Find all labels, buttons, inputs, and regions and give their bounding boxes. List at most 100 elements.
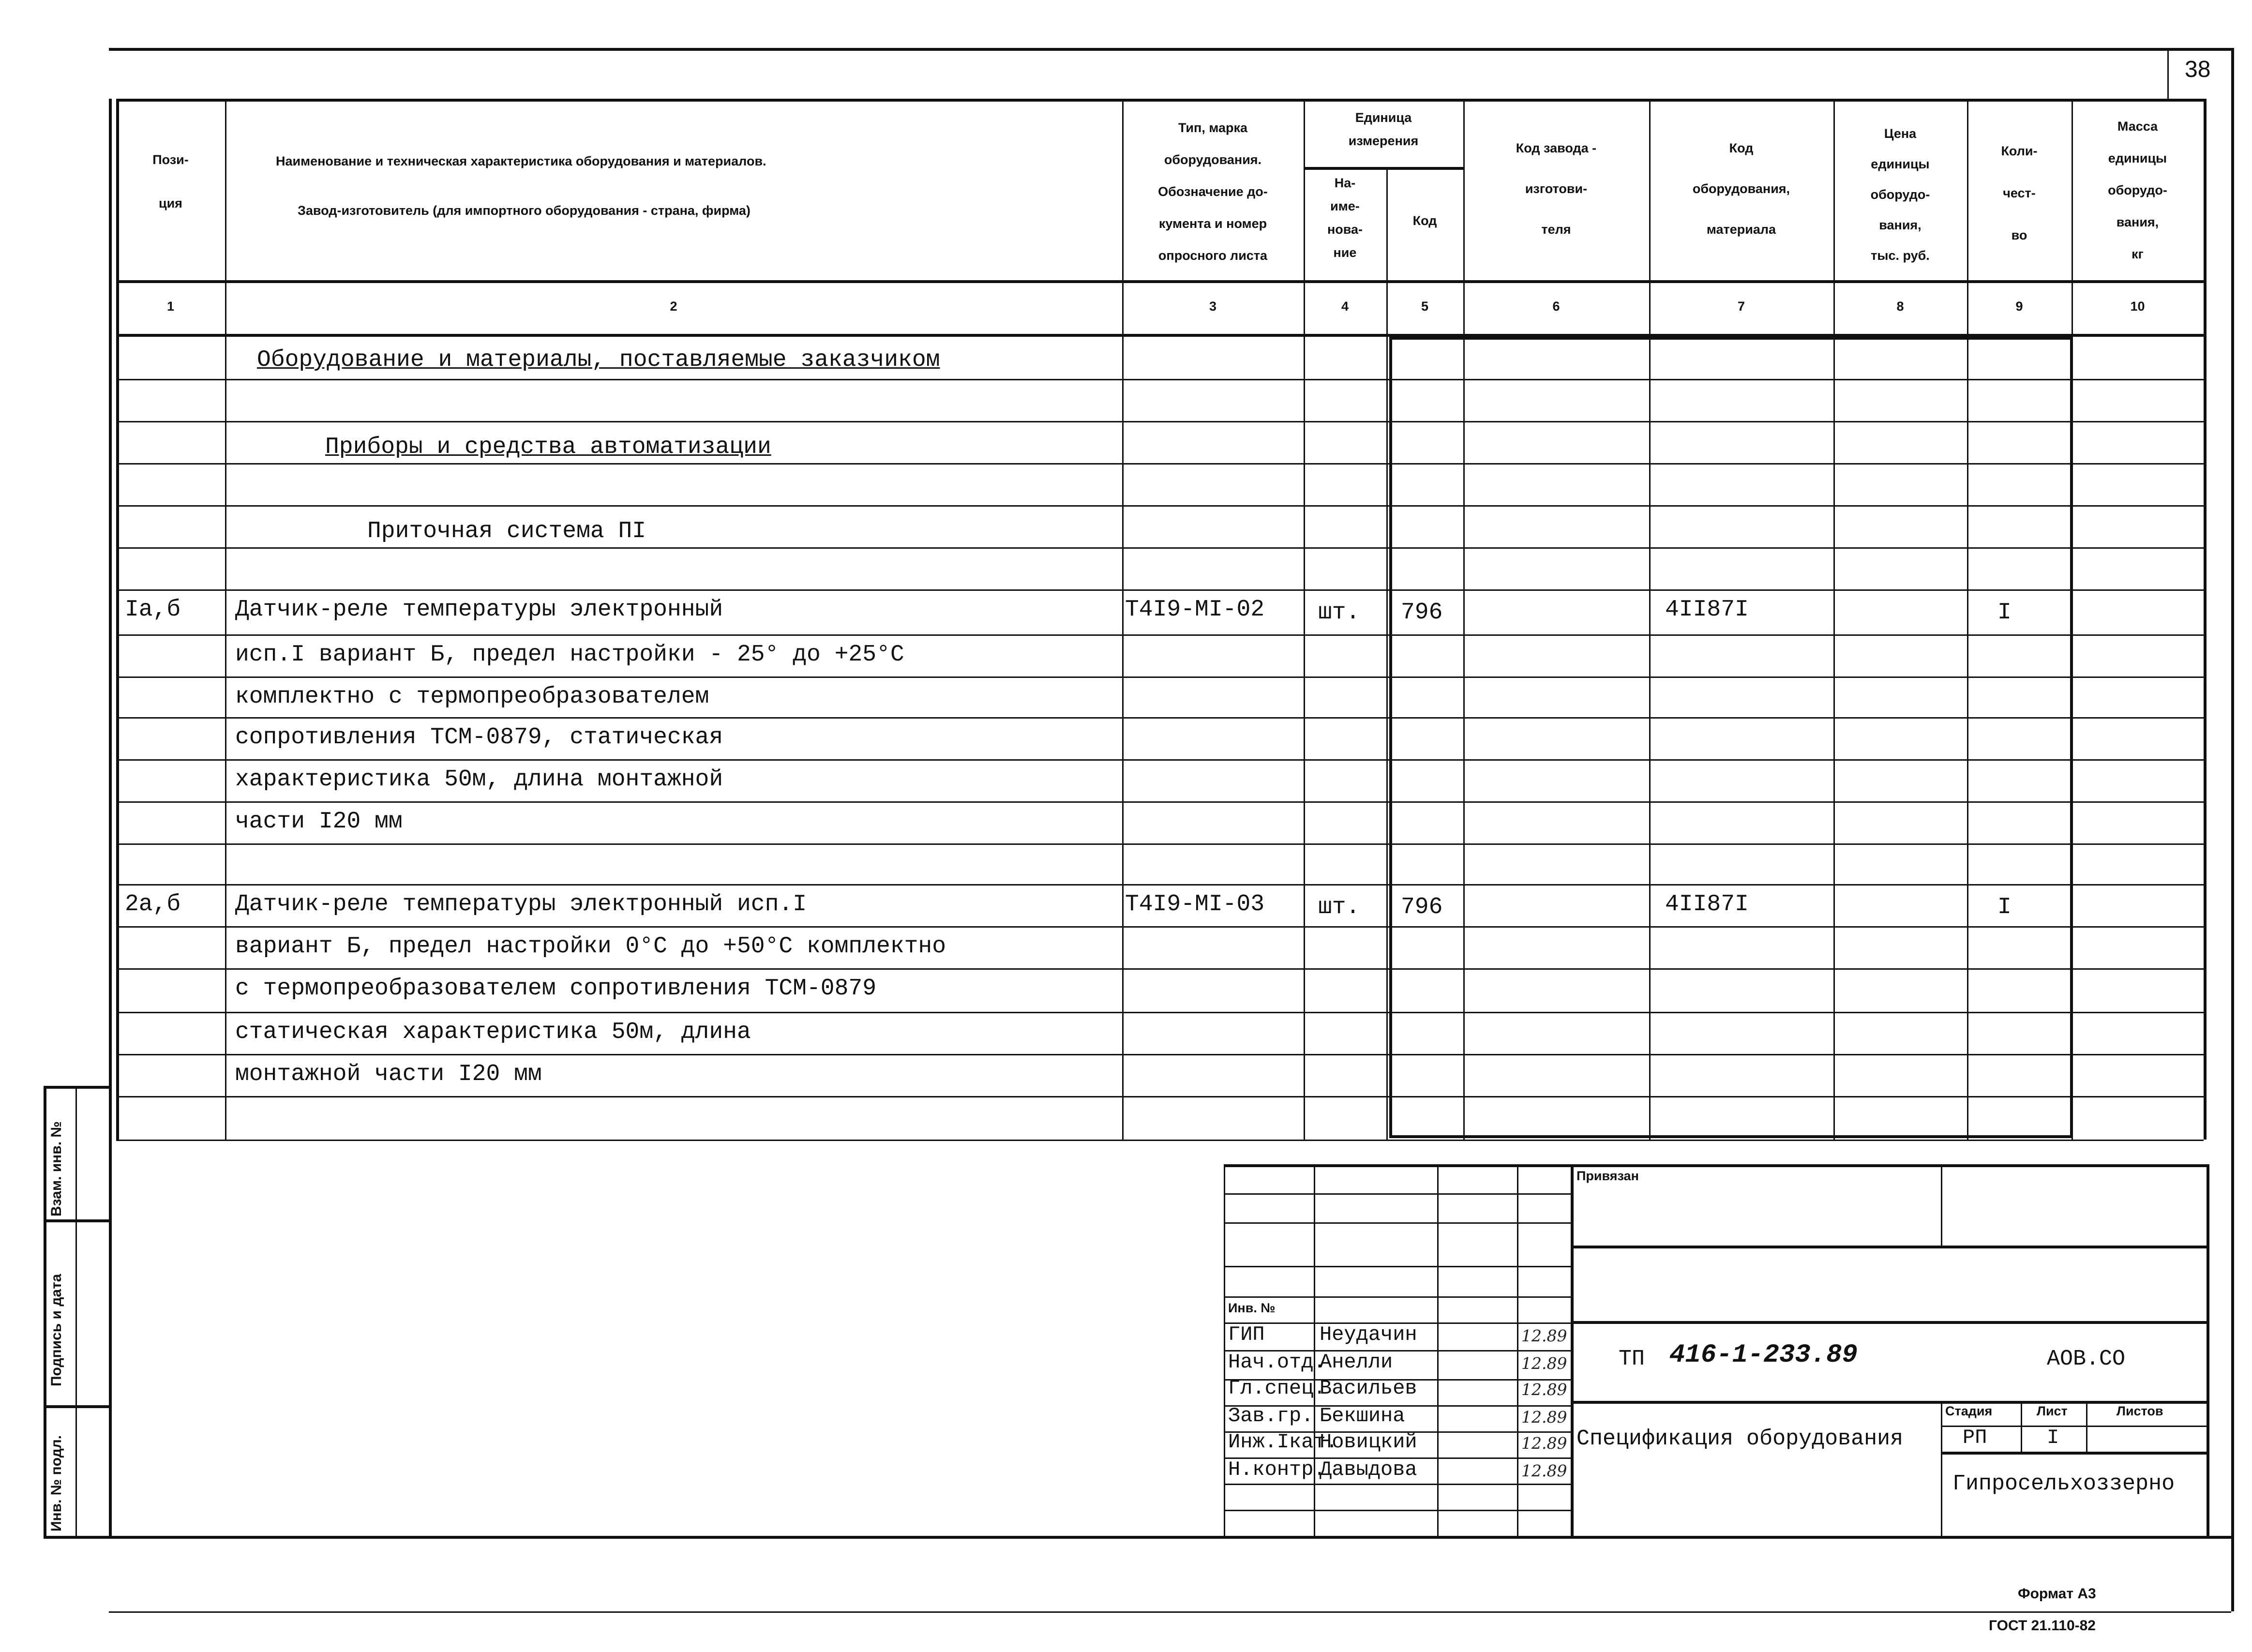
rule-line	[1386, 167, 1388, 1140]
rule-line	[1224, 1405, 1571, 1407]
name-cell: Датчик-реле температуры электронный	[235, 597, 723, 623]
signatory-date: 12.89	[1521, 1327, 1567, 1346]
rule-line	[116, 926, 2204, 928]
signatory-role: Гл.спец.	[1228, 1378, 1326, 1401]
header-col5-line: Код	[1412, 213, 1437, 228]
rule-line	[44, 1086, 46, 1536]
rule-line	[109, 1536, 2231, 1539]
header-col3-line: оборудования.	[1164, 152, 1262, 167]
name-cell: Датчик-реле температуры электронный исп.…	[235, 891, 807, 917]
rule-line	[44, 1219, 109, 1222]
rule-line	[1571, 1401, 2207, 1404]
signatory-role: Нач.отд.	[1228, 1351, 1326, 1374]
header-col4-line: нова-	[1327, 222, 1363, 237]
name-cell: части I20 мм	[235, 809, 403, 835]
rule-line	[1571, 1321, 2207, 1324]
name-cell: статическая характеристика 50м, длина	[235, 1019, 751, 1045]
name-cell: сопротивления ТСМ-0879, статическая	[235, 724, 723, 751]
rule-line	[2231, 48, 2234, 1611]
rule-line	[1224, 1350, 1571, 1352]
rule-line	[116, 1096, 2204, 1097]
signatory-name: Васильев	[1320, 1378, 1417, 1401]
rule-line	[1122, 99, 1124, 1140]
equipment-code-cell: 4II87I	[1665, 597, 1749, 623]
unit-code-cell: 796	[1401, 600, 1443, 626]
rule-line	[116, 968, 2204, 970]
position-cell: Iа,б	[125, 597, 181, 623]
header-col9-line: Коли-	[2001, 144, 2038, 158]
rule-line	[2204, 99, 2207, 1140]
rule-line	[116, 843, 2204, 845]
stage-value: РП	[1963, 1427, 1987, 1450]
sheets-label: Листов	[2117, 1404, 2163, 1418]
rule-line	[1224, 1431, 1571, 1433]
code-prefix: ТП	[1619, 1347, 1645, 1372]
signatory-role: Инж.Iкат.	[1228, 1431, 1338, 1455]
type-cell: Т4I9-МI-03	[1125, 891, 1265, 917]
rule-line	[1389, 1135, 2072, 1138]
rule-line	[116, 379, 2204, 380]
rule-line	[1224, 1510, 1571, 1511]
header-unit_group-line: измерения	[1348, 134, 1419, 148]
privyazan-label: Привязан	[1576, 1169, 1639, 1183]
stage-label: Стадия	[1945, 1404, 1993, 1418]
quantity-cell: I	[1997, 600, 2012, 626]
rule-line	[116, 547, 2204, 549]
rule-line	[116, 801, 2204, 803]
unit-name-cell: шт.	[1318, 894, 1360, 920]
rule-line	[1224, 1484, 1571, 1485]
rule-line	[1967, 99, 1968, 1140]
rule-line	[1304, 99, 1305, 1140]
header-unit_group-line: Единица	[1355, 110, 1412, 125]
name-cell: характеристика 50м, длина монтажной	[235, 766, 723, 793]
rule-line	[1224, 1193, 1571, 1195]
rule-line	[116, 334, 2204, 337]
rule-line	[1224, 1222, 1571, 1224]
rule-line	[109, 48, 2231, 51]
rule-line	[116, 589, 2204, 591]
signatory-name: Новицкий	[1320, 1431, 1417, 1455]
rule-line	[1941, 1426, 2207, 1427]
rule-line	[116, 280, 2204, 283]
name-cell: исп.I вариант Б, предел настройки - 25° …	[235, 642, 904, 668]
inv-no-label: Инв. №	[1228, 1301, 1276, 1315]
header-col7-line: оборудования,	[1692, 181, 1790, 196]
rule-line	[1649, 99, 1651, 1140]
name-cell: Приточная система ПI	[367, 518, 646, 544]
header-col7-line: материала	[1706, 222, 1776, 237]
sheet-value: I	[2047, 1427, 2059, 1450]
signatory-role: Зав.гр.	[1228, 1404, 1314, 1428]
name-cell: вариант Б, предел настройки 0°С до +50°С…	[235, 933, 946, 960]
signatory-name: Давыдова	[1320, 1458, 1417, 1482]
organization-name: Гипросельхоззерно	[1952, 1472, 2175, 1497]
header-col8-line: вания,	[1879, 218, 1922, 232]
rule-line	[1833, 99, 1835, 1140]
header-col2-line: Завод-изготовитель (для импортного обору…	[298, 203, 751, 218]
unit-code-cell: 796	[1401, 894, 1443, 920]
column-number: 9	[2015, 299, 2023, 314]
signatory-date: 12.89	[1521, 1407, 1567, 1427]
rule-line	[1941, 1401, 1942, 1536]
document-name: Спецификация оборудования	[1576, 1427, 1904, 1452]
column-number: 6	[1552, 299, 1560, 314]
header-col9-line: во	[2011, 228, 2027, 242]
column-number: 3	[1209, 299, 1216, 314]
rule-line	[109, 99, 112, 1536]
rule-line	[116, 99, 119, 1140]
document-code: 416-1-233.89	[1669, 1341, 1858, 1370]
header-col6-line: теля	[1541, 222, 1571, 237]
header-col8-line: тыс. руб.	[1871, 248, 1930, 263]
signatory-date: 12.89	[1521, 1353, 1567, 1373]
header-col10-line: оборудо-	[2108, 183, 2167, 197]
column-number: 8	[1896, 299, 1904, 314]
rule-line	[225, 99, 226, 1140]
column-number: 1	[166, 299, 174, 314]
rule-line	[44, 1536, 109, 1539]
header-col3-line: кумента и номер	[1158, 216, 1267, 231]
name-cell: монтажной части I20 мм	[235, 1061, 542, 1087]
rule-line	[116, 634, 2204, 636]
rule-line	[44, 1405, 109, 1408]
rule-line	[44, 1086, 109, 1089]
rule-line	[2070, 337, 2073, 1137]
rule-line	[1224, 1322, 1571, 1324]
